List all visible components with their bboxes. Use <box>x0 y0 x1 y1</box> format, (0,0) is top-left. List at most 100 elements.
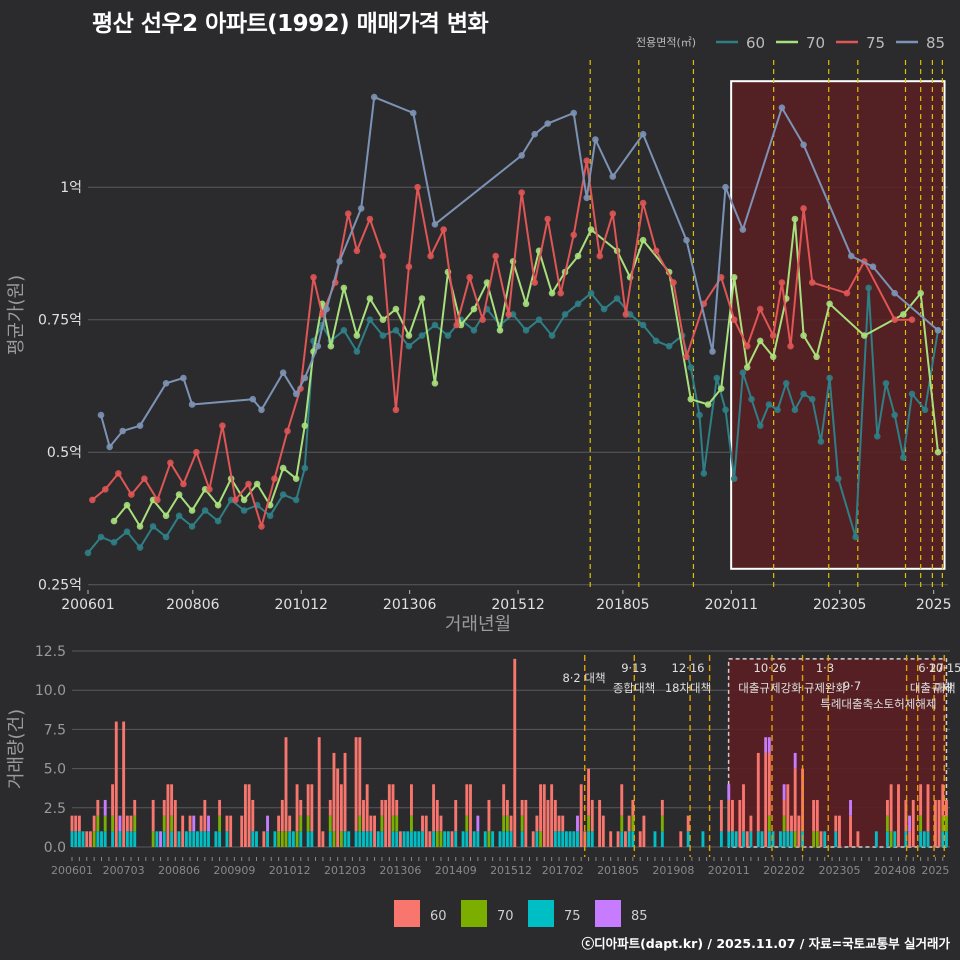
price-point-70 <box>124 502 131 509</box>
volume-bar <box>358 737 361 815</box>
volume-bar <box>329 816 332 832</box>
volume-bar <box>93 831 96 847</box>
volume-bar <box>292 831 295 847</box>
volume-bar <box>469 784 472 847</box>
volume-bar <box>783 800 786 816</box>
volume-bar <box>96 800 99 816</box>
price-point-75 <box>354 248 361 255</box>
volume-bar <box>288 816 291 832</box>
price-point-70 <box>419 295 426 302</box>
volume-bar <box>539 784 542 831</box>
volume-bar <box>580 784 583 847</box>
price-point-60 <box>653 338 660 345</box>
price-point-85 <box>779 104 786 111</box>
volume-bar <box>927 784 930 831</box>
volume-bar <box>572 831 575 847</box>
volume-ytick-label-0: 0.0 <box>44 840 66 856</box>
volume-bar <box>875 831 878 847</box>
volume-bar <box>262 831 265 847</box>
price-point-70 <box>471 306 478 313</box>
price-point-85 <box>336 258 343 265</box>
price-point-60 <box>835 475 842 482</box>
volume-bar <box>838 816 841 847</box>
volume-bar <box>347 831 350 847</box>
volume-bar <box>735 831 738 847</box>
price-point-60 <box>536 316 543 323</box>
price-point-60 <box>883 380 890 387</box>
price-point-70 <box>111 518 118 525</box>
volume-bar <box>797 816 800 847</box>
volume-bar <box>476 831 479 847</box>
volume-bar <box>421 816 424 832</box>
price-point-70 <box>718 385 725 392</box>
volume-xtick-label-8: 201512 <box>490 864 532 877</box>
price-point-60 <box>696 412 703 419</box>
price-xtick-label-0: 200601 <box>61 597 114 613</box>
price-point-60 <box>445 332 452 339</box>
price-point-75 <box>167 460 174 467</box>
volume-bar <box>654 831 657 847</box>
volume-bar <box>886 816 889 832</box>
price-point-85 <box>870 263 877 270</box>
price-point-75 <box>102 486 109 493</box>
volume-bar <box>366 831 369 847</box>
volume-bar <box>812 800 815 831</box>
price-point-75 <box>909 316 916 323</box>
volume-bar <box>786 831 789 847</box>
volume-bar <box>366 784 369 831</box>
volume-bar <box>720 800 723 831</box>
volume-xtick-label-9: 201702 <box>542 864 584 877</box>
volume-bar <box>104 800 107 816</box>
annotation-6: 토허제해제 <box>884 697 937 711</box>
annotation-date: 12·16 <box>672 661 705 675</box>
price-point-75 <box>380 253 387 260</box>
volume-bar <box>513 659 516 847</box>
price-point-60 <box>748 396 755 403</box>
price-point-75 <box>89 497 96 504</box>
price-point-75 <box>800 205 807 212</box>
volume-bar <box>727 800 730 831</box>
price-point-70 <box>406 332 413 339</box>
volume-bar <box>296 831 299 847</box>
volume-bar <box>506 800 509 816</box>
volume-bar <box>71 831 74 847</box>
volume-bar <box>790 831 793 847</box>
price-point-70 <box>523 301 530 308</box>
annotation-2: 12·1618차대책 <box>665 661 711 695</box>
volume-bar <box>447 831 450 847</box>
price-point-70 <box>731 274 738 281</box>
volume-bar <box>912 800 915 847</box>
volume-bar <box>561 816 564 832</box>
volume-bar <box>816 800 819 831</box>
price-point-75 <box>731 316 738 323</box>
volume-bar <box>561 831 564 847</box>
volume-bar <box>392 816 395 832</box>
price-xtick-label-4: 201512 <box>491 597 544 613</box>
price-point-75 <box>557 290 564 297</box>
volume-bar <box>266 816 269 832</box>
volume-bar <box>174 800 177 847</box>
price-point-60 <box>865 285 872 292</box>
price-point-75 <box>245 481 252 488</box>
price-point-60 <box>406 343 413 350</box>
price-point-75 <box>891 316 898 323</box>
price-point-75 <box>128 491 135 498</box>
volume-legend-swatch-75 <box>528 900 554 927</box>
volume-bar <box>919 784 922 815</box>
volume-bar <box>133 831 136 847</box>
volume-bar <box>491 831 494 847</box>
volume-bar <box>340 784 343 831</box>
volume-bar <box>554 800 557 831</box>
volume-bar <box>369 831 372 847</box>
volume-bar <box>628 831 631 847</box>
volume-bar <box>487 831 490 847</box>
volume-bar <box>251 800 254 831</box>
price-xtick-label-6: 202011 <box>705 597 758 613</box>
volume-bar <box>218 816 221 832</box>
volume-bar <box>443 831 446 847</box>
volume-bar <box>484 831 487 847</box>
volume-bar <box>104 831 107 847</box>
price-point-75 <box>393 407 400 414</box>
price-point-60 <box>354 348 361 355</box>
volume-bar <box>380 800 383 816</box>
